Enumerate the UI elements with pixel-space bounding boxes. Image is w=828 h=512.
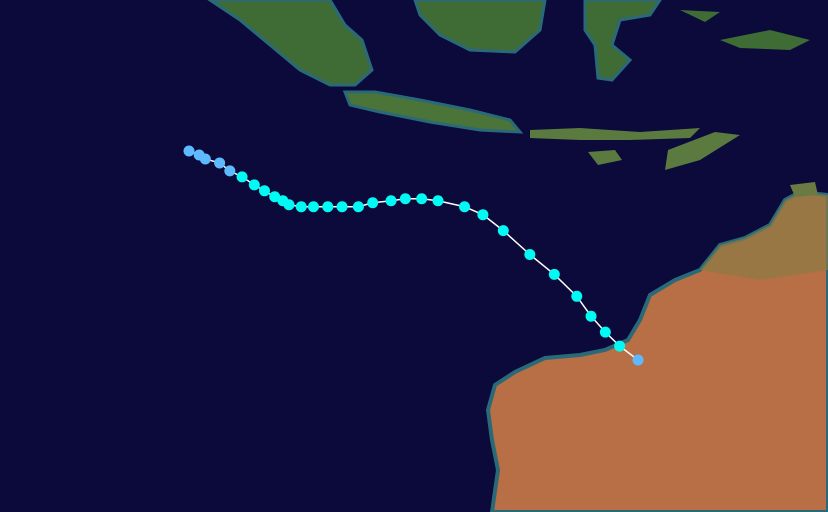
land-sulawesi (583, 0, 662, 82)
track-point-tropical-storm (248, 179, 260, 191)
track-point-tropical-storm (614, 340, 626, 352)
track-point-tropical-storm (269, 191, 281, 203)
track-point-tropical-storm (385, 195, 397, 207)
track-point-tropical-storm (259, 185, 271, 197)
track-point-tropical-storm (307, 201, 319, 213)
land-timor (665, 132, 740, 170)
track-point-tropical-storm (416, 193, 428, 205)
land-sumatra (207, 0, 374, 87)
land-lesser-sunda (530, 128, 700, 140)
track-point-depression (214, 157, 226, 169)
track-point-tropical-storm (322, 201, 334, 213)
track-point-depression (224, 165, 236, 177)
track-point-tropical-storm (459, 201, 471, 213)
track-point-depression (183, 145, 195, 157)
track-point-tropical-storm (367, 197, 379, 209)
track-point-tropical-storm (548, 268, 560, 280)
track-point-depression (632, 354, 644, 366)
track-point-tropical-storm (399, 193, 411, 205)
track-point-tropical-storm (336, 201, 348, 213)
track-point-tropical-storm (283, 199, 295, 211)
storm-track (183, 145, 644, 366)
land-java (342, 90, 524, 134)
land-borneo (413, 0, 547, 54)
land-melville (790, 182, 818, 197)
track-point-tropical-storm (295, 201, 307, 213)
track-point-tropical-storm (432, 195, 444, 207)
track-point-tropical-storm (599, 326, 611, 338)
track-point-tropical-storm (352, 201, 364, 213)
land-australia-north-green (700, 192, 828, 280)
land-sumba (588, 150, 622, 165)
land-papua-islands (680, 10, 810, 50)
track-point-tropical-storm (497, 225, 509, 237)
track-point-tropical-storm (236, 171, 248, 183)
track-point-tropical-storm (571, 290, 583, 302)
track-point-tropical-storm (524, 249, 536, 261)
track-point-depression (199, 153, 211, 165)
track-point-tropical-storm (477, 209, 489, 221)
track-point-tropical-storm (585, 310, 597, 322)
